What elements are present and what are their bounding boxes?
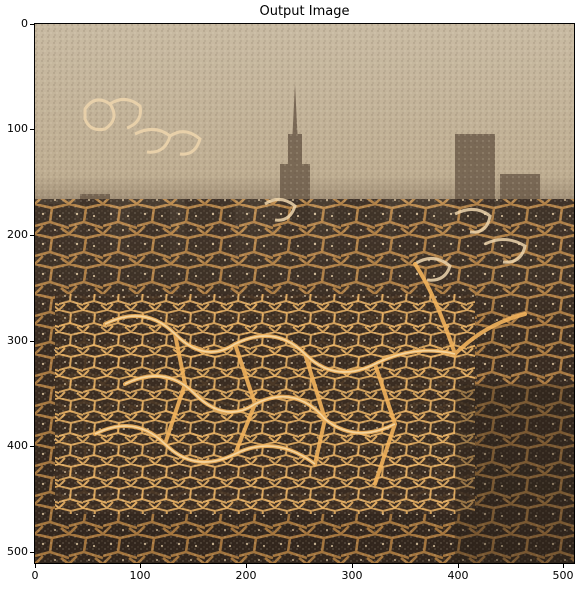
x-tick-mark [35,564,36,568]
x-tick-mark [140,564,141,568]
y-tick-mark [30,235,34,236]
y-tick-label: 400 [7,439,28,452]
x-tick-label: 400 [447,569,469,582]
y-tick-mark [30,24,34,25]
x-tick-mark [352,564,353,568]
y-tick-label: 100 [7,122,28,135]
y-tick-label: 0 [21,17,28,30]
x-tick-mark [458,564,459,568]
x-tick-mark [246,564,247,568]
y-tick-label: 200 [7,228,28,241]
x-tick-label: 100 [129,569,151,582]
x-tick-label: 500 [552,569,574,582]
x-tick-mark [563,564,564,568]
y-tick-mark [30,341,34,342]
x-tick-label: 0 [31,569,39,582]
x-tick-label: 200 [235,569,257,582]
x-tick-label: 300 [341,569,363,582]
y-tick-mark [30,446,34,447]
y-tick-label: 300 [7,334,28,347]
image-frame [34,23,575,564]
y-tick-label: 500 [7,545,28,558]
plot-title: Output Image [259,4,350,19]
y-tick-mark [30,552,34,553]
y-tick-mark [30,129,34,130]
output-image [35,24,574,563]
